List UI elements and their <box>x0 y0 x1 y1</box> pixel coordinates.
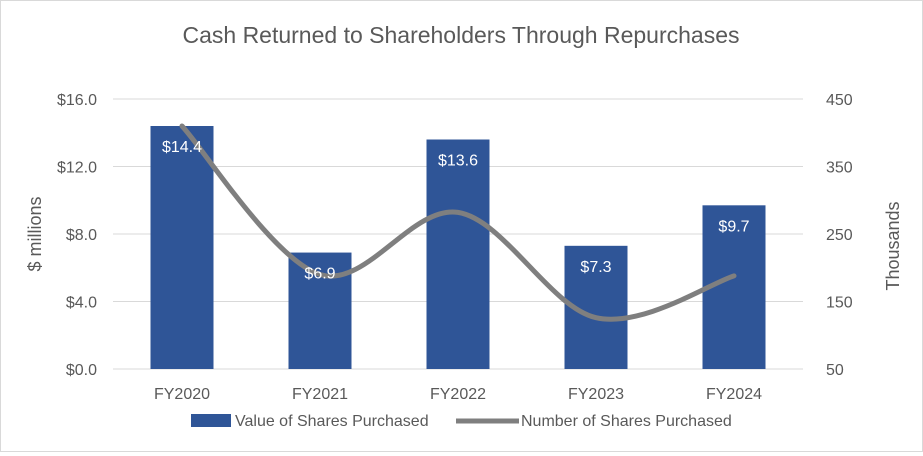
y-axis-label: $ millions <box>25 196 45 271</box>
bar <box>150 126 214 369</box>
x-tick-label: FY2021 <box>292 386 348 403</box>
bar-data-label: $9.7 <box>718 218 749 235</box>
legend-swatch-value <box>191 414 231 427</box>
y-tick-label: $12.0 <box>57 160 97 177</box>
x-tick-label: FY2023 <box>568 386 624 403</box>
legend-label-number: Number of Shares Purchased <box>521 413 732 430</box>
y2-tick-label: 250 <box>826 227 853 244</box>
bar-data-label: $13.6 <box>438 153 478 170</box>
bar-data-label: $6.9 <box>304 266 335 283</box>
y-tick-label: $0.0 <box>66 362 97 379</box>
y2-tick-label: 450 <box>826 92 853 109</box>
y2-tick-label: 350 <box>826 160 853 177</box>
y2-tick-label: 50 <box>826 362 844 379</box>
x-axis-ticks: FY2020 FY2021 FY2022 FY2023 FY2024 <box>154 386 762 403</box>
line-series <box>179 123 737 322</box>
y-tick-label: $8.0 <box>66 227 97 244</box>
x-tick-label: FY2024 <box>706 386 762 403</box>
right-axis-ticks: 50 150 250 350 450 <box>826 92 853 379</box>
bar-data-label: $7.3 <box>580 259 611 276</box>
y2-tick-label: 150 <box>826 295 853 312</box>
bar-data-labels: $14.4 $6.9 $13.6 $7.3 $9.7 <box>162 139 750 283</box>
left-axis-ticks: $0.0 $4.0 $8.0 $12.0 $16.0 <box>57 92 97 379</box>
y-tick-label: $4.0 <box>66 295 97 312</box>
legend: Value of Shares Purchased Number of Shar… <box>191 413 732 430</box>
x-tick-label: FY2022 <box>430 386 486 403</box>
x-tick-label: FY2020 <box>154 386 210 403</box>
y2-axis-label: Thousands <box>883 201 903 290</box>
series-line <box>179 123 737 322</box>
legend-label-value: Value of Shares Purchased <box>235 413 429 430</box>
bar <box>426 139 490 369</box>
y-tick-label: $16.0 <box>57 92 97 109</box>
bar-data-label: $14.4 <box>162 139 202 156</box>
chart-title: Cash Returned to Shareholders Through Re… <box>182 22 739 48</box>
